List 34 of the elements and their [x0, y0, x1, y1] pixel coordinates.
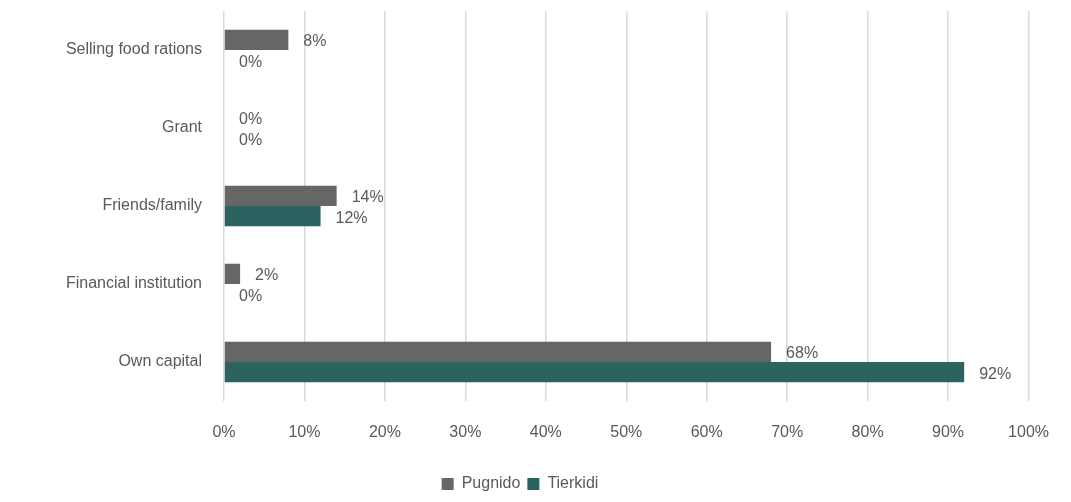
x-tick-label: 70%: [771, 423, 804, 441]
data-label: 0%: [239, 130, 263, 148]
bar: [224, 206, 321, 227]
data-label: 0%: [239, 52, 263, 70]
data-label: 2%: [255, 266, 279, 284]
legend-label: Tierkidi: [547, 474, 599, 492]
data-label: 12%: [335, 208, 368, 226]
x-tick-label: 10%: [288, 423, 321, 441]
y-tick-label: Own capital: [118, 352, 202, 370]
data-label: 68%: [786, 344, 819, 362]
data-label: 92%: [979, 364, 1012, 382]
data-label: 0%: [239, 286, 263, 304]
y-tick-label: Friends/family: [102, 196, 202, 214]
x-tick-label: 0%: [212, 423, 236, 441]
bar: [224, 263, 241, 284]
bar: [224, 362, 965, 383]
legend-label: Pugnido: [461, 474, 521, 492]
data-label: 14%: [351, 188, 384, 206]
x-tick-label: 40%: [529, 423, 562, 441]
data-label: 8%: [303, 32, 327, 50]
x-tick-label: 90%: [932, 423, 965, 441]
x-tick-label: 100%: [1008, 423, 1049, 441]
y-tick-label: Financial institution: [65, 274, 202, 292]
data-label: 0%: [239, 110, 263, 128]
y-tick-label: Grant: [161, 118, 203, 136]
x-tick-label: 30%: [449, 423, 482, 441]
bar: [224, 341, 772, 362]
bar: [224, 185, 337, 206]
x-tick-label: 20%: [368, 423, 401, 441]
bar: [224, 29, 289, 50]
x-tick-label: 80%: [851, 423, 884, 441]
x-tick-label: 60%: [690, 423, 723, 441]
y-tick-label: Selling food rations: [65, 40, 202, 58]
x-tick-label: 50%: [610, 423, 643, 441]
